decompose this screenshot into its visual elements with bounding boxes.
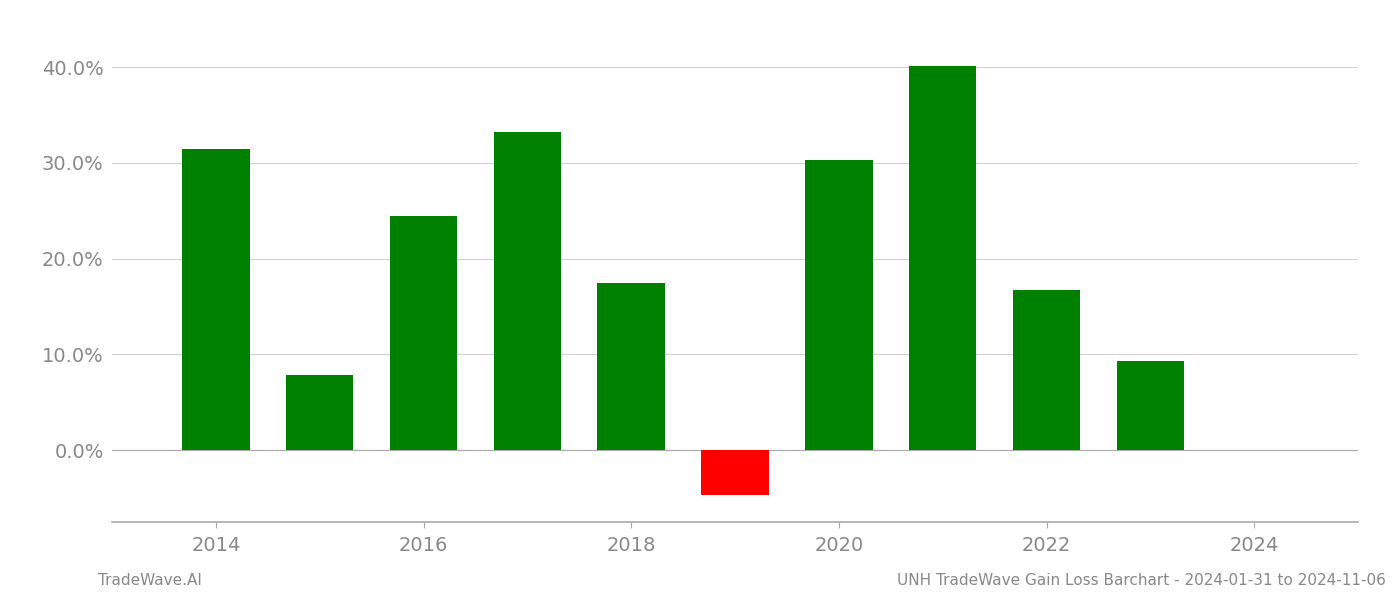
Bar <box>1012 290 1081 450</box>
Bar <box>909 66 976 450</box>
Bar <box>389 215 458 450</box>
Bar <box>494 132 561 450</box>
Bar <box>286 374 353 450</box>
Text: TradeWave.AI: TradeWave.AI <box>98 573 202 588</box>
Bar <box>1117 361 1184 450</box>
Bar <box>701 450 769 495</box>
Bar <box>598 283 665 450</box>
Text: UNH TradeWave Gain Loss Barchart - 2024-01-31 to 2024-11-06: UNH TradeWave Gain Loss Barchart - 2024-… <box>897 573 1386 588</box>
Bar <box>805 160 872 450</box>
Bar <box>182 149 249 450</box>
